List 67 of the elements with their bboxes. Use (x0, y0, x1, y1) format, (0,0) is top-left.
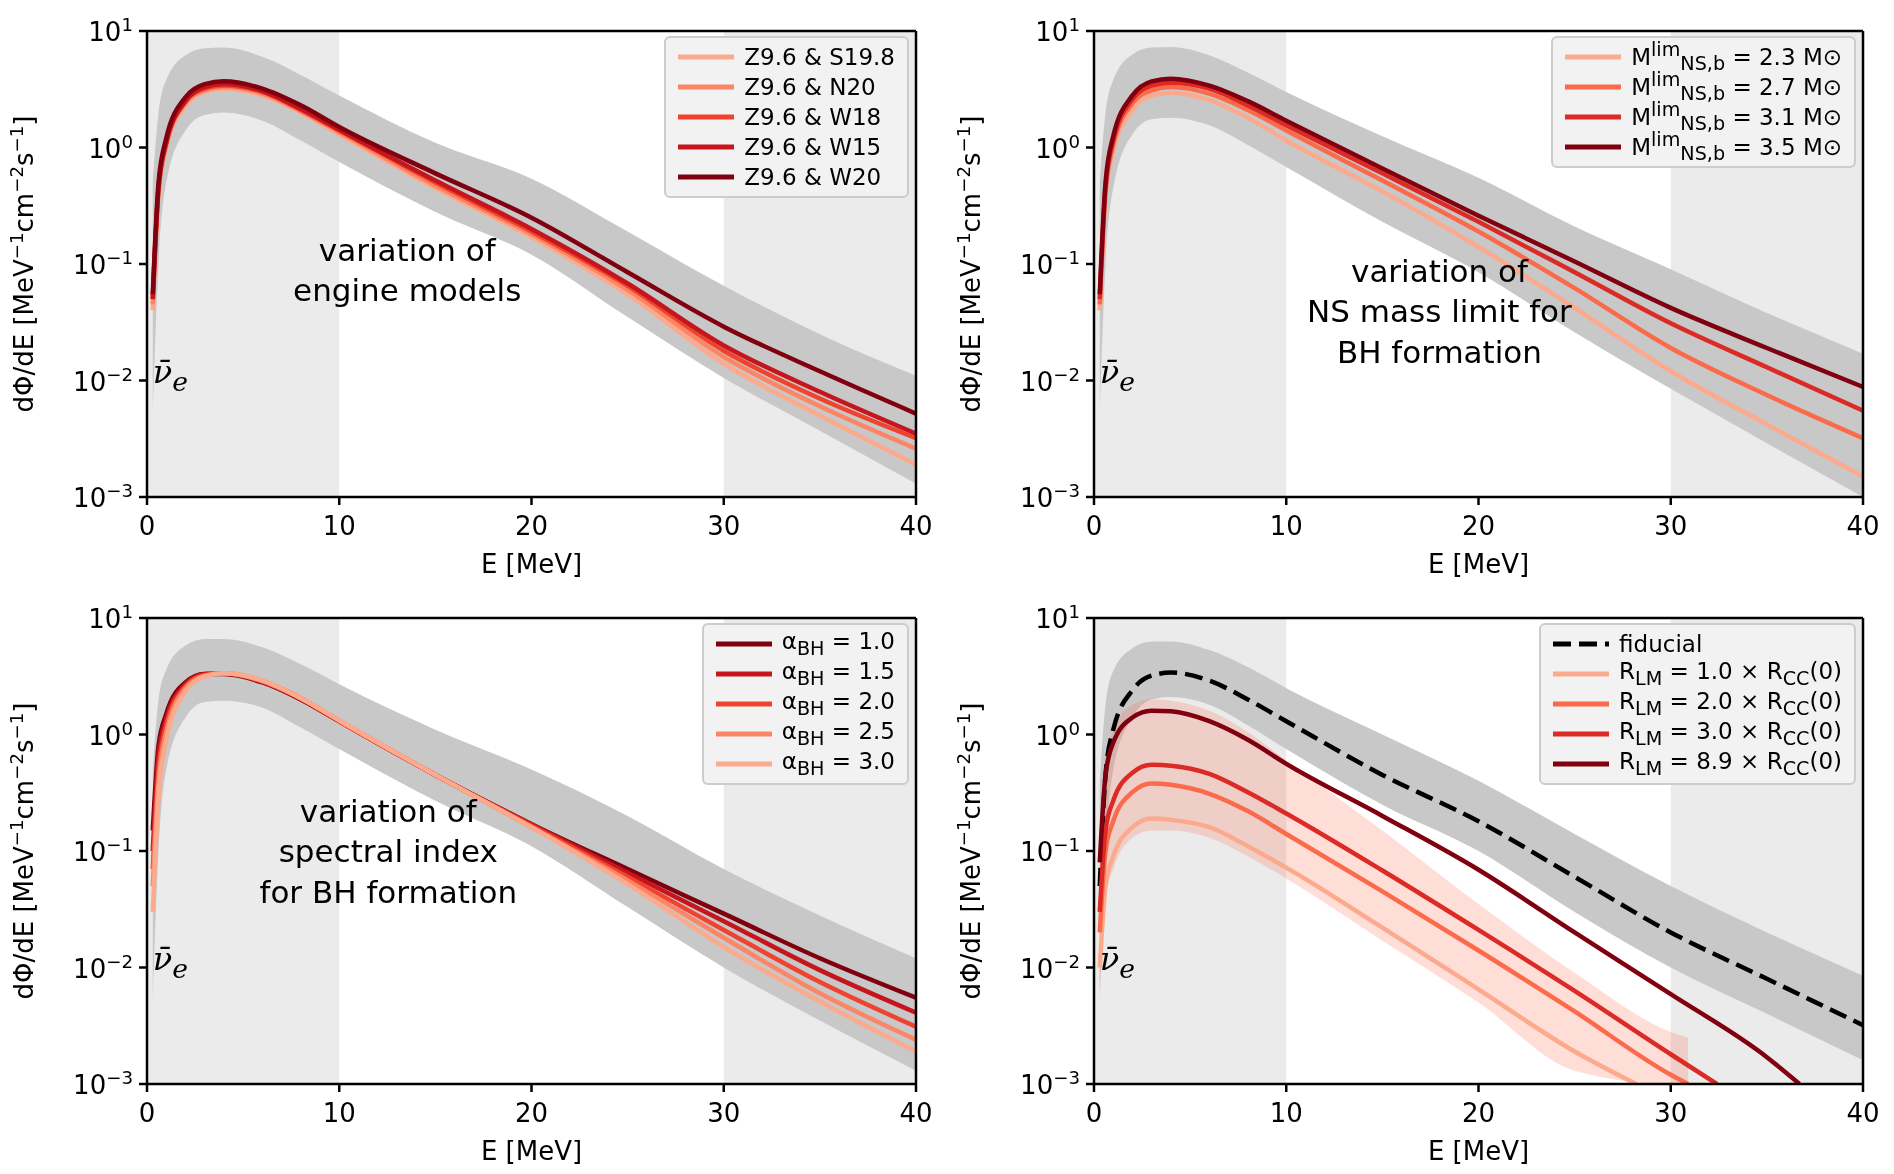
x-tick-label: 10 (1269, 511, 1303, 541)
line-series (1097, 816, 1639, 1084)
y-tick-label: 10$^{1}$ (1035, 600, 1080, 634)
annotation: ν̄$_{e}$ (1099, 352, 1136, 399)
x-tick-label: 40 (899, 1098, 933, 1128)
y-tick-label: 10$^{−2}$ (73, 363, 133, 397)
legend-label: R$_{LM}$ = 2.0 × R$_{CC}$(0) (1619, 688, 1842, 720)
x-tick-label: 0 (1085, 1098, 1103, 1128)
x-tick-label: 10 (1269, 1098, 1303, 1128)
y-tick-label: 10$^{0}$ (88, 130, 133, 164)
x-axis-title: E [MeV] (1427, 549, 1530, 579)
legend-label: Z9.6 & W15 (744, 134, 882, 160)
y-tick-label: 10$^{−1}$ (73, 833, 133, 867)
legend-label: R$_{LM}$ = 3.0 × R$_{CC}$(0) (1619, 718, 1842, 750)
x-tick-label: 30 (1654, 1098, 1688, 1128)
legend-label: Z9.6 & N20 (744, 74, 876, 100)
x-tick-label: 30 (1654, 511, 1688, 541)
legend-label: R$_{LM}$ = 8.9 × R$_{CC}$(0) (1619, 748, 1842, 780)
legend-label: α$_{BH}$ = 2.0 (781, 688, 895, 720)
y-tick-label: 10$^{0}$ (1035, 130, 1080, 164)
x-tick-label: 20 (514, 1098, 549, 1128)
y-tick-label: 10$^{−1}$ (1020, 833, 1080, 867)
y-tick-label: 10$^{−3}$ (73, 479, 133, 513)
legend-label: α$_{BH}$ = 1.0 (781, 628, 895, 660)
y-tick-label: 10$^{0}$ (88, 717, 133, 751)
legend-label: α$_{BH}$ = 2.5 (781, 718, 895, 750)
x-tick-label: 30 (707, 511, 741, 541)
annotation: ν̄$_{e}$ (152, 939, 189, 986)
y-tick-label: 10$^{1}$ (88, 13, 133, 47)
x-tick-label: 20 (1461, 1098, 1496, 1128)
x-axis-title: E [MeV] (480, 549, 583, 579)
x-axis-title: E [MeV] (480, 1136, 583, 1166)
annotation: variation of NS mass limit for BH formation (1307, 251, 1572, 372)
x-tick-label: 40 (899, 511, 933, 541)
x-tick-label: 10 (322, 511, 356, 541)
x-tick-label: 30 (707, 1098, 741, 1128)
x-tick-label: 40 (1846, 1098, 1880, 1128)
x-tick-label: 20 (1461, 511, 1496, 541)
annotation: variation of spectral index for BH formation (259, 791, 518, 912)
y-tick-label: 10$^{−3}$ (1020, 479, 1080, 513)
x-tick-label: 0 (138, 1098, 156, 1128)
x-tick-label: 0 (138, 511, 156, 541)
legend-label: Z9.6 & S19.8 (744, 44, 895, 70)
annotation: ν̄$_{e}$ (1099, 939, 1136, 986)
x-tick-label: 40 (1846, 511, 1880, 541)
x-tick-label: 0 (1085, 511, 1103, 541)
y-tick-label: 10$^{−2}$ (1020, 363, 1080, 397)
y-tick-label: 10$^{−3}$ (73, 1066, 133, 1100)
legend-label: Z9.6 & W18 (744, 104, 882, 130)
x-axis-title: E [MeV] (1427, 1136, 1530, 1166)
y-tick-label: 10$^{1}$ (88, 600, 133, 634)
annotation: ν̄$_{e}$ (152, 352, 189, 399)
legend-label: R$_{LM}$ = 1.0 × R$_{CC}$(0) (1619, 658, 1842, 690)
legend-label: α$_{BH}$ = 3.0 (781, 748, 895, 780)
y-tick-label: 10$^{−3}$ (1020, 1066, 1080, 1100)
x-tick-label: 10 (322, 1098, 356, 1128)
annotation: variation of engine models (293, 230, 522, 310)
x-tick-label: 20 (514, 511, 549, 541)
y-tick-label: 10$^{−2}$ (1020, 950, 1080, 984)
legend-label: Z9.6 & W20 (744, 164, 882, 190)
y-tick-label: 10$^{−1}$ (73, 246, 133, 280)
y-tick-label: 10$^{−2}$ (73, 950, 133, 984)
y-tick-label: 10$^{−1}$ (1020, 246, 1080, 280)
y-tick-label: 10$^{0}$ (1035, 717, 1080, 751)
y-tick-label: 10$^{1}$ (1035, 13, 1080, 47)
legend-label: fiducial (1619, 631, 1703, 657)
legend-label: α$_{BH}$ = 1.5 (781, 658, 895, 690)
